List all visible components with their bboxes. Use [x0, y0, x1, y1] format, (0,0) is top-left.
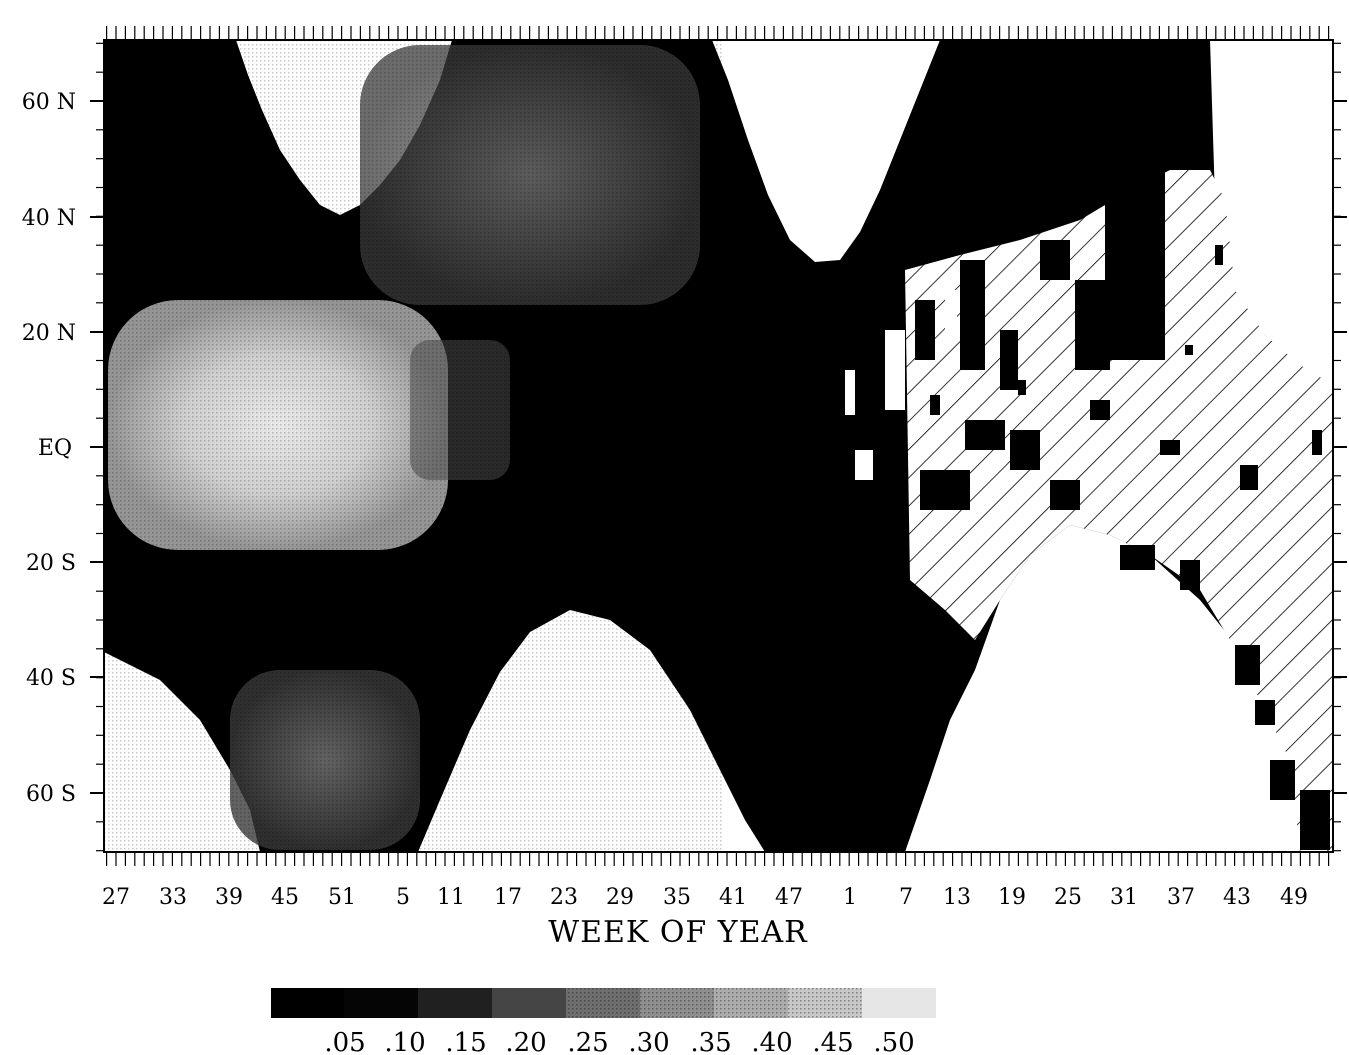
x-tick-label: 41: [719, 885, 747, 910]
x-tick-label: 33: [159, 885, 187, 910]
y-tick-60s: 60 S: [26, 782, 1347, 807]
y-tick-label: 20 N: [22, 321, 76, 346]
x-axis-label: WEEK OF YEAR: [548, 915, 808, 950]
colorbar-label: .20: [505, 1028, 546, 1055]
x-tick-label: 39: [215, 885, 243, 910]
north-night-gap-2: [712, 40, 940, 262]
x-tick-label: 47: [775, 885, 803, 910]
colorbar-cell: [492, 988, 566, 1018]
y-tick-label: 60 N: [22, 90, 76, 115]
dither-texture: [104, 40, 724, 852]
x-tick-label: 5: [396, 885, 410, 910]
y-axis: 60 N 40 N 20 N EQ 20 S 40 S: [22, 90, 1347, 807]
y-tick-60n: 60 N: [22, 90, 1347, 115]
x-tick-label: 17: [494, 885, 522, 910]
x-tick-label: 43: [1223, 885, 1251, 910]
y-tick-40n: 40 N: [22, 206, 1347, 231]
x-tick-label: 51: [328, 885, 356, 910]
colorbar-label: .35: [690, 1028, 731, 1055]
x-tick-label: 37: [1167, 885, 1195, 910]
y-tick-20n: 20 N: [22, 321, 1347, 346]
y-tick-label: 40 S: [26, 666, 76, 691]
colorbar-cell: [344, 988, 418, 1018]
y-tick-label: 40 N: [22, 206, 76, 231]
colorbar-label: .05: [324, 1028, 365, 1055]
x-tick-label: 11: [437, 885, 465, 910]
x-tick-label: 27: [102, 885, 130, 910]
colorbar-label: .30: [628, 1028, 669, 1055]
y-tick-label: EQ: [38, 436, 72, 461]
x-tick-label: 25: [1054, 885, 1082, 910]
y-tick-label: 20 S: [26, 551, 76, 576]
x-tick-label: 49: [1280, 885, 1308, 910]
x-tick-label: 19: [998, 885, 1026, 910]
colorbar-cell: [862, 988, 936, 1018]
minor-ticks: [96, 26, 1341, 866]
colorbar-label: .10: [384, 1028, 425, 1055]
y-tick-40s: 40 S: [26, 666, 1347, 691]
x-tick-label: 13: [943, 885, 971, 910]
data-noise-blocks: [915, 160, 1330, 850]
x-tick-label: 45: [271, 885, 299, 910]
colorbar-label: .40: [751, 1028, 792, 1055]
colorbar-cell: [418, 988, 492, 1018]
colorbar-label: .25: [567, 1028, 608, 1055]
colorbar-label: .45: [812, 1028, 853, 1055]
x-tick-label: 1: [843, 885, 857, 910]
x-tick-label: 23: [550, 885, 578, 910]
plot-area: [104, 40, 1333, 852]
colorbar: .05 .10 .15 .20 .25 .30 .35 .40 .45 .50: [271, 988, 936, 1055]
colorbar-label: .50: [873, 1028, 914, 1055]
colorbar-dither: [566, 988, 862, 1018]
x-tick-label: 31: [1110, 885, 1138, 910]
x-axis: 27 33 39 45 51 5 11 17 23 29 35 41 47 1 …: [102, 885, 1308, 950]
y-tick-eq: EQ: [38, 436, 1347, 461]
y-tick-20s: 20 S: [26, 551, 1347, 576]
x-tick-label: 7: [899, 885, 913, 910]
y-tick-label: 60 S: [26, 782, 76, 807]
x-tick-label: 29: [606, 885, 634, 910]
white-gaps-in-dark: [845, 290, 957, 480]
colorbar-cell: [271, 988, 344, 1018]
x-tick-label: 35: [663, 885, 691, 910]
colorbar-label: .15: [445, 1028, 486, 1055]
south-night-gap-3: [905, 525, 1333, 852]
